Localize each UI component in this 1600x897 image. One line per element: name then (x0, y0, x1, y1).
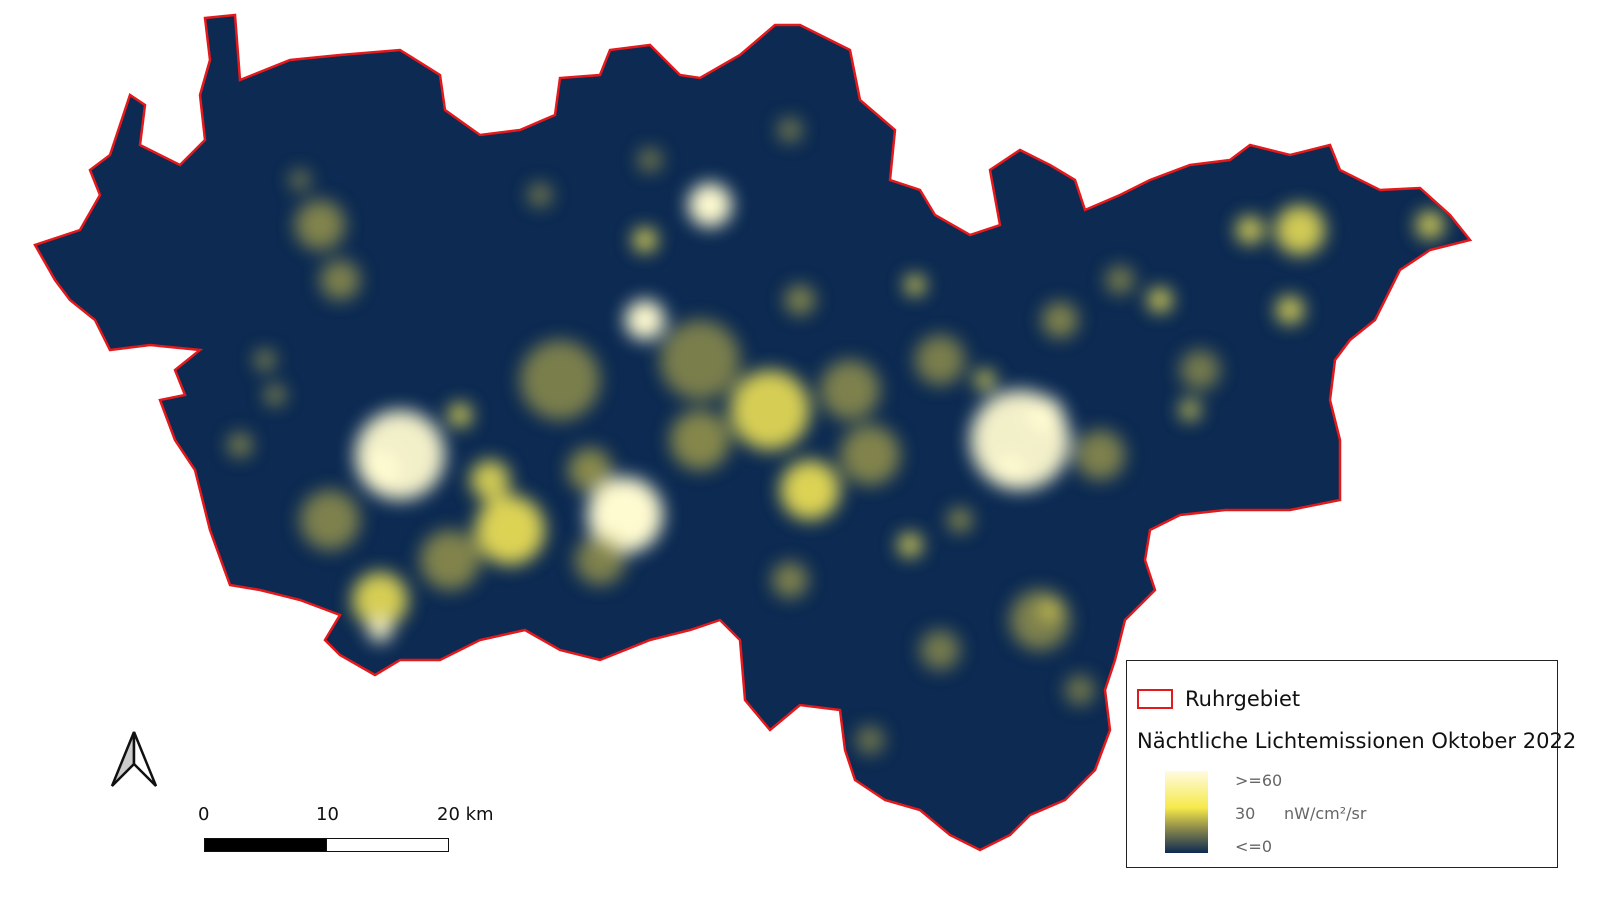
light-emission-cluster (295, 200, 345, 250)
light-emission-cluster (1275, 205, 1325, 255)
light-emission-cluster (587, 477, 663, 553)
light-emission-cluster (920, 630, 960, 670)
scale-label-10: 10 (316, 804, 339, 825)
light-emission-cluster (568, 448, 612, 492)
ramp-unit-label: nW/cm²/sr (1284, 804, 1367, 823)
light-emission-cluster (905, 275, 925, 295)
light-emission-cluster (1027, 397, 1063, 433)
light-emission-cluster (820, 360, 880, 420)
light-emission-cluster (995, 455, 1025, 485)
light-emission-cluster (1416, 211, 1444, 239)
light-emission-cluster (1106, 266, 1134, 294)
light-emission-cluster (1236, 216, 1264, 244)
legend-raster-title: Nächtliche Lichtemissionen Oktober 2022 (1137, 729, 1577, 753)
light-emission-cluster (688, 183, 732, 227)
light-emission-cluster (520, 340, 600, 420)
light-emission-cluster (1180, 400, 1200, 420)
light-emission-cluster (228, 433, 252, 457)
light-emission-cluster (448, 403, 472, 427)
light-emission-cluster (915, 335, 965, 385)
scale-bar-white-segment (326, 838, 449, 852)
light-emission-cluster (856, 726, 884, 754)
light-emission-cluster (1075, 430, 1125, 480)
light-emission-cluster (625, 300, 665, 340)
light-emission-cluster (638, 148, 662, 172)
light-emission-cluster (368, 618, 392, 642)
light-emission-cluster (785, 285, 815, 315)
light-emission-cluster (780, 460, 840, 520)
light-emission-cluster (948, 508, 972, 532)
legend-boundary-label: Ruhrgebiet (1185, 687, 1301, 711)
light-emission-cluster (778, 118, 802, 142)
light-emission-cluster (1180, 350, 1220, 390)
light-emission-cluster (1148, 288, 1172, 312)
ramp-max-label: >=60 (1235, 771, 1283, 790)
light-emission-cluster (475, 495, 545, 565)
light-emission-cluster (730, 370, 810, 450)
light-emission-cluster (265, 385, 285, 405)
light-emission-cluster (1065, 675, 1095, 705)
light-emission-cluster (840, 425, 900, 485)
light-emission-cluster (290, 170, 310, 190)
light-emission-cluster (300, 490, 360, 550)
scale-label-0: 0 (198, 804, 210, 825)
scale-label-20: 20 km (437, 804, 494, 825)
light-emission-raster (228, 118, 1444, 754)
light-emission-cluster (772, 562, 808, 598)
light-emission-cluster (633, 228, 657, 252)
color-ramp (1165, 771, 1208, 853)
light-emission-cluster (528, 183, 552, 207)
ramp-min-label: <=0 (1235, 837, 1272, 856)
light-emission-cluster (420, 530, 480, 590)
scale-bar-black-segment (204, 838, 328, 852)
light-emission-cluster (320, 260, 360, 300)
light-emission-cluster (352, 572, 408, 628)
light-emission-cluster (1010, 590, 1070, 650)
light-emission-cluster (1042, 302, 1078, 338)
light-emission-cluster (575, 535, 625, 585)
light-emission-cluster (670, 410, 730, 470)
north-arrow-icon (108, 728, 160, 796)
light-emission-cluster (255, 350, 275, 370)
light-emission-cluster (360, 450, 400, 490)
light-emission-cluster (898, 533, 922, 557)
light-emission-cluster (470, 460, 510, 500)
legend: Ruhrgebiet Nächtliche Lichtemissionen Ok… (1126, 660, 1576, 868)
ramp-mid-label: 30 (1235, 804, 1256, 823)
light-emission-cluster (975, 370, 995, 390)
light-emission-cluster (660, 320, 740, 400)
boundary-swatch (1137, 689, 1173, 709)
ruhrgebiet-boundary (33, 13, 1473, 852)
light-emission-cluster (1276, 296, 1304, 324)
light-emission-cluster (1042, 602, 1058, 618)
